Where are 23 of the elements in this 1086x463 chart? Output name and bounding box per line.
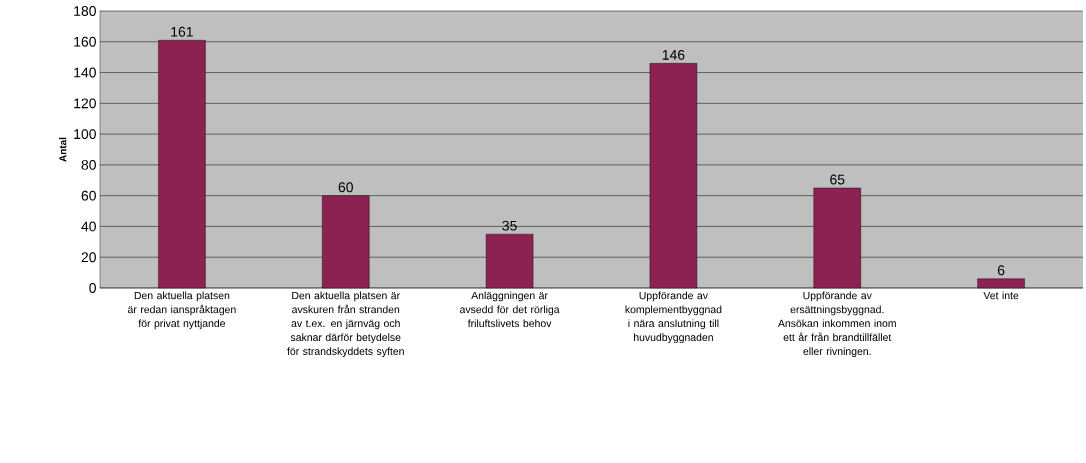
y-tick-label: 100 <box>74 129 96 140</box>
data-label: 6 <box>997 265 1005 276</box>
data-label: 35 <box>502 220 517 231</box>
x-tick-label: Vet inte <box>983 291 1019 300</box>
y-tick-label: 20 <box>81 252 96 263</box>
y-tick-label: 160 <box>74 36 96 47</box>
y-tick-label: 80 <box>81 159 96 170</box>
data-label: 60 <box>338 182 353 193</box>
y-tick-label: 120 <box>74 98 96 109</box>
y-tick-label: 60 <box>81 190 96 201</box>
x-tick-label: Uppförande av komplementbyggnad i nära anslutning till huvudbyggnaden <box>625 291 722 344</box>
y-tick-label: 40 <box>81 221 96 232</box>
x-tick-label: Den aktuella platsen är redan ianspråktagen för privat nyttjande <box>127 291 236 330</box>
y-tick-label: 140 <box>74 67 96 78</box>
data-label: 161 <box>171 26 193 37</box>
data-label: 146 <box>662 49 685 60</box>
x-tick-label: Anläggningen är avsedd för det rörliga friluftslivets behov <box>460 291 560 328</box>
y-axis-title: Antal <box>59 137 67 162</box>
y-tick-label: 180 <box>74 6 96 16</box>
x-tick-label: Den aktuella platsen är avskuren från stranden av t.ex. en järnväg och saknar därför betydelse för strandskyddets syften <box>287 291 404 358</box>
y-tick-label: 0 <box>89 283 96 293</box>
data-label: 65 <box>830 174 845 185</box>
x-tick-label: Uppförande av ersättningsbyggnad. Ansökan inkommen inom ett år från brandtillfället eller rivningen. <box>777 291 896 358</box>
